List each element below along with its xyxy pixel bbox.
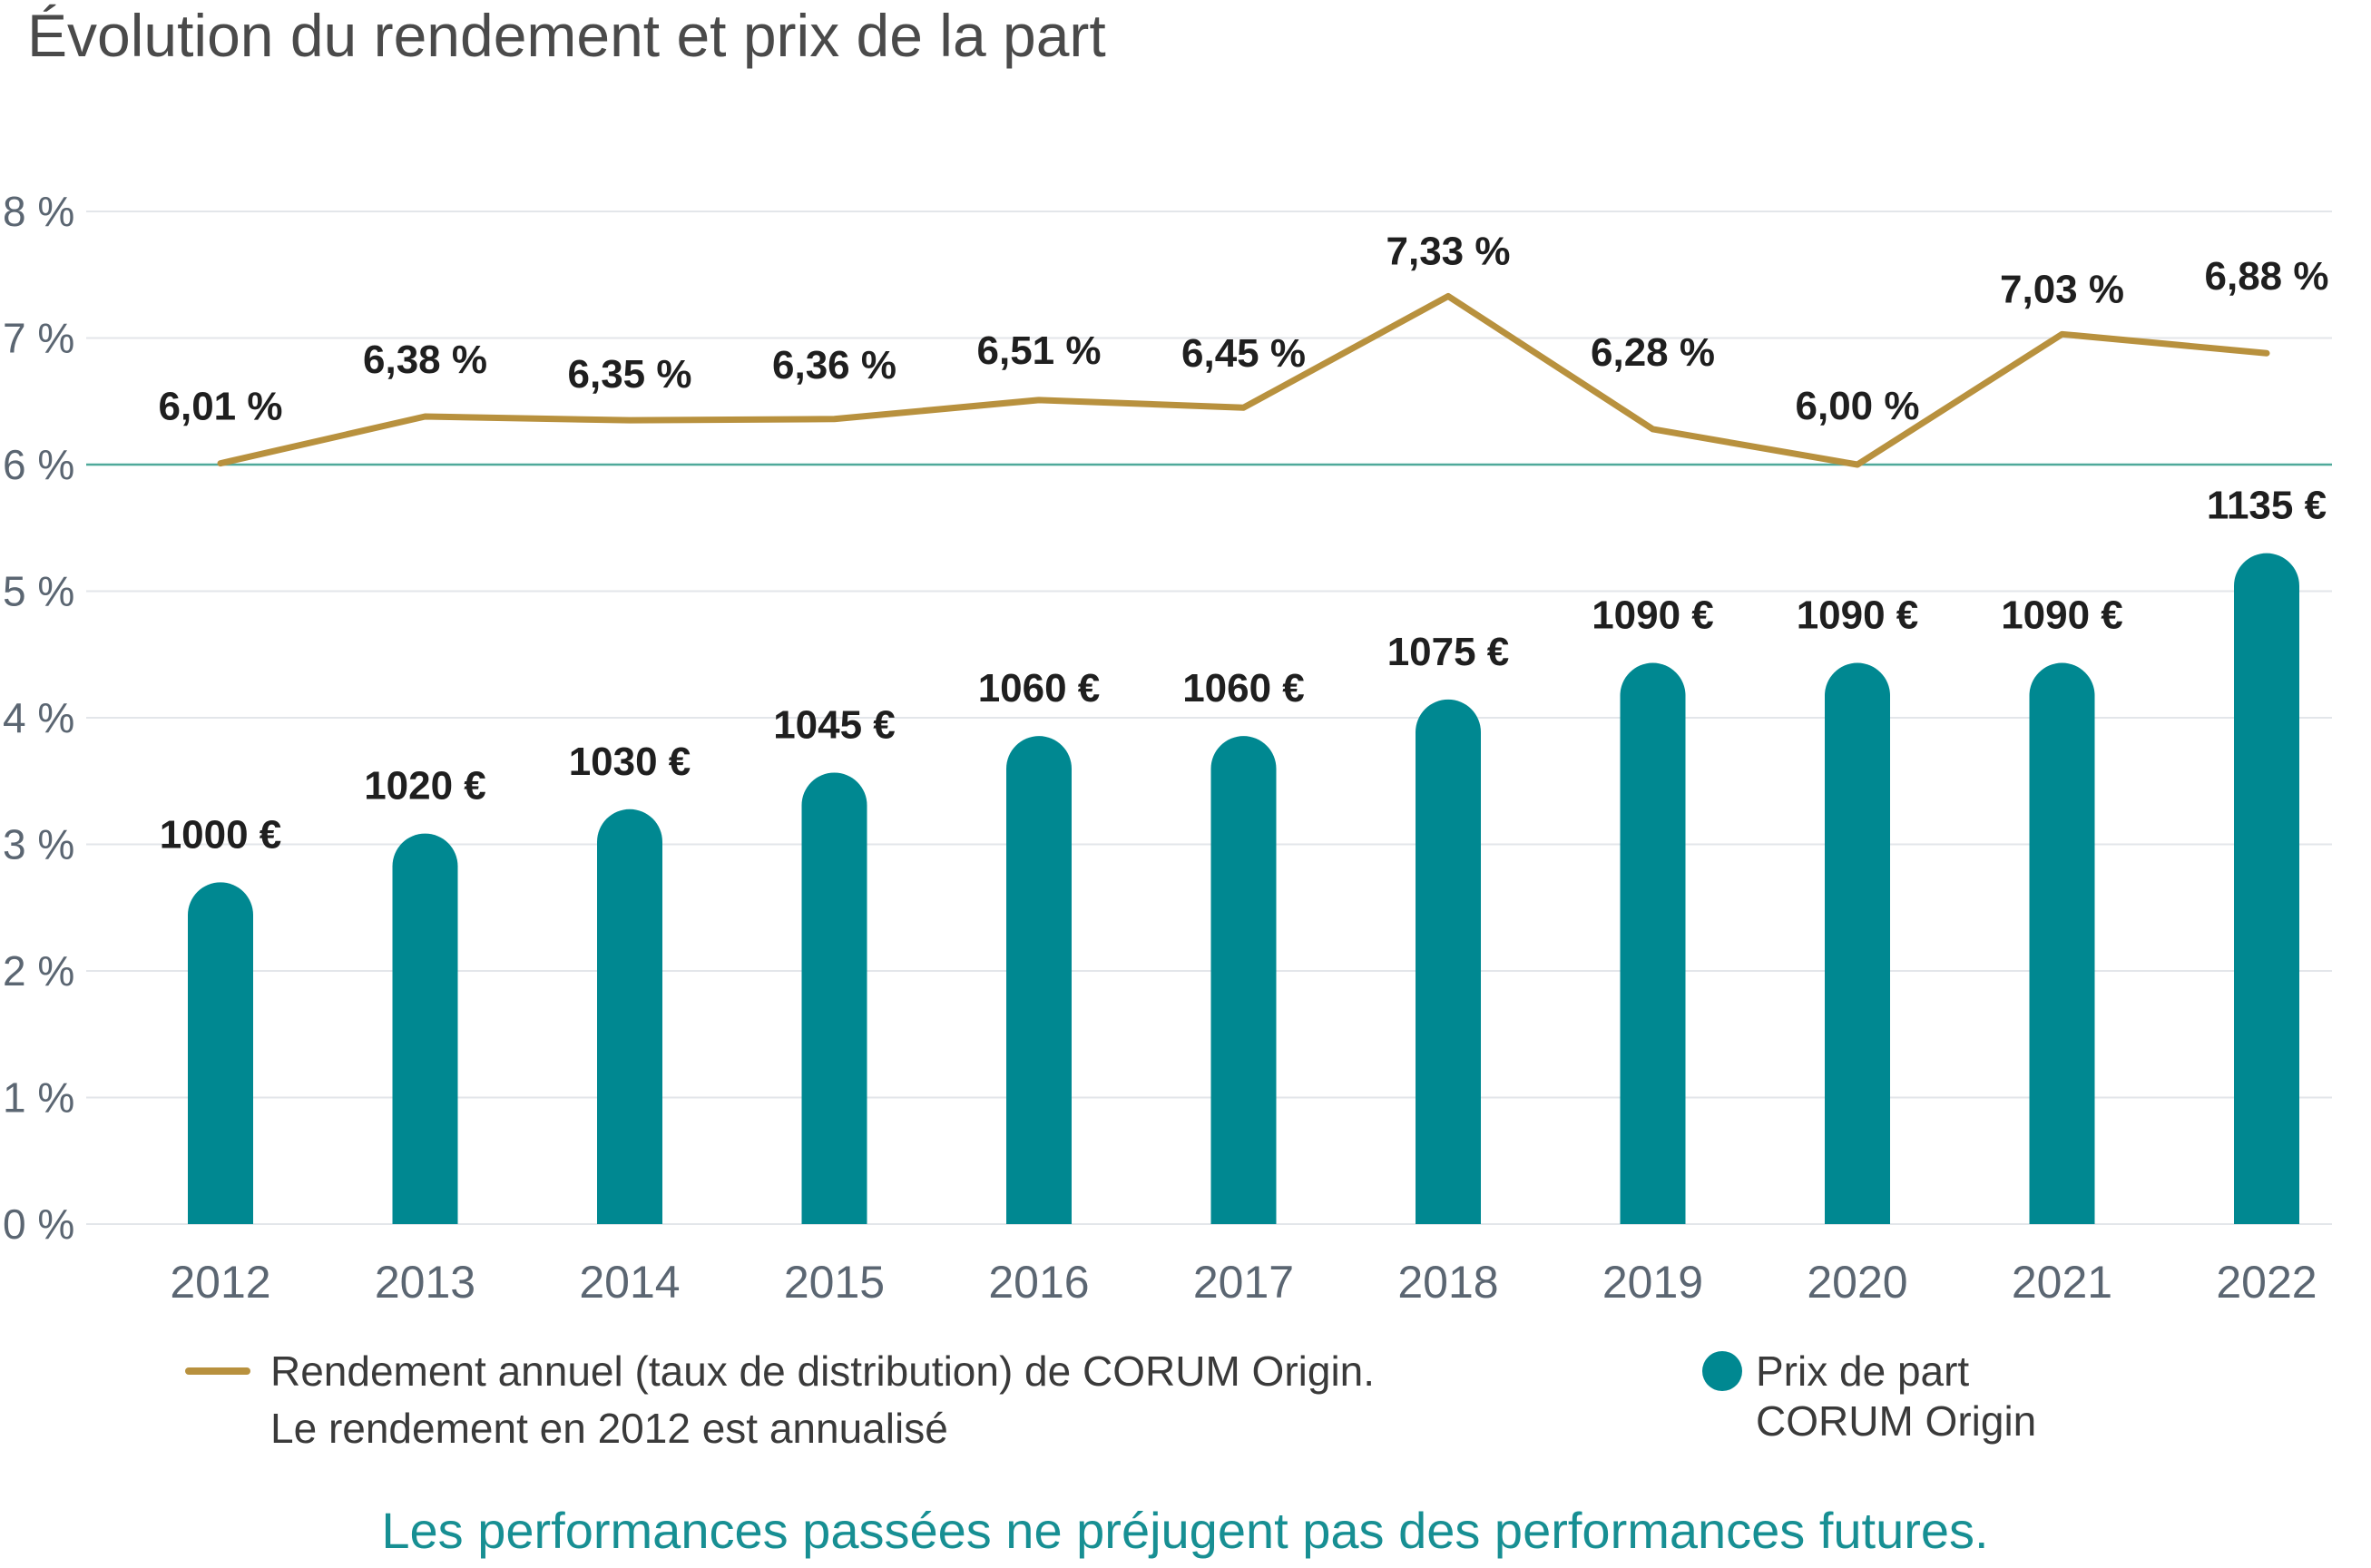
x-tick-label: 2020 bbox=[1807, 1257, 1907, 1308]
legend-line-label-2: Le rendement en 2012 est annualisé bbox=[270, 1405, 948, 1452]
x-tick-label: 2018 bbox=[1397, 1257, 1498, 1308]
price-label: 1060 € bbox=[978, 666, 1101, 710]
price-bar bbox=[2234, 553, 2299, 1224]
y-tick-label: 8 % bbox=[3, 188, 74, 235]
yield-label: 6,36 % bbox=[772, 343, 896, 387]
price-bar bbox=[1006, 736, 1072, 1224]
price-label: 1060 € bbox=[1182, 666, 1305, 710]
legend-line-label-1: Rendement annuel (taux de distribution) … bbox=[270, 1348, 1375, 1395]
x-tick-label: 2016 bbox=[988, 1257, 1089, 1308]
x-tick-label: 2014 bbox=[579, 1257, 680, 1308]
x-tick-label: 2022 bbox=[2216, 1257, 2317, 1308]
price-label: 1090 € bbox=[2001, 593, 2123, 638]
legend-bar-label-1: Prix de part bbox=[1756, 1348, 1969, 1395]
y-tick-label: 0 % bbox=[3, 1200, 74, 1248]
price-bar bbox=[597, 808, 662, 1224]
y-tick-label: 3 % bbox=[3, 821, 74, 868]
yield-label: 7,33 % bbox=[1386, 229, 1511, 273]
price-label: 1020 € bbox=[364, 764, 486, 808]
yield-line-path bbox=[217, 292, 2270, 468]
data-labels: 1000 € 1020 € 1030 € 1045 € 1060 € 1060 € 1075… bbox=[159, 229, 2329, 857]
price-bar bbox=[392, 833, 458, 1224]
x-tick-label: 2015 bbox=[784, 1257, 885, 1308]
price-label: 1090 € bbox=[1592, 593, 1714, 638]
price-label: 1030 € bbox=[569, 740, 691, 784]
yield-label: 6,28 % bbox=[1591, 330, 1715, 375]
footnote: Les performances passées ne préjugent pa… bbox=[381, 1502, 1988, 1559]
price-bar bbox=[1210, 736, 1277, 1224]
x-tick-label: 2017 bbox=[1193, 1257, 1294, 1308]
price-label: 1135 € bbox=[2207, 484, 2327, 528]
price-bar bbox=[1825, 662, 1890, 1224]
y-tick-label: 1 % bbox=[3, 1074, 74, 1122]
y-tick-label: 7 % bbox=[3, 315, 74, 362]
price-bar bbox=[801, 772, 867, 1224]
x-tick-label: 2013 bbox=[375, 1257, 475, 1308]
yield-label: 6,35 % bbox=[568, 352, 692, 397]
price-label: 1075 € bbox=[1387, 630, 1510, 674]
legend-bar-label-2: CORUM Origin bbox=[1756, 1397, 2036, 1445]
y-tick-label: 6 % bbox=[3, 441, 74, 488]
chart-title: Évolution du rendement et prix de la par… bbox=[27, 2, 1106, 69]
price-bar bbox=[1416, 699, 1481, 1224]
yield-label: 6,00 % bbox=[1796, 384, 1920, 428]
price-label: 1090 € bbox=[1797, 593, 1919, 638]
yield-label: 6,38 % bbox=[363, 338, 487, 382]
y-tick-label: 4 % bbox=[3, 694, 74, 741]
price-bar bbox=[188, 882, 253, 1224]
legend-bar-swatch bbox=[1702, 1351, 1742, 1391]
yield-label: 6,45 % bbox=[1181, 331, 1306, 376]
yield-label: 6,51 % bbox=[977, 328, 1102, 373]
x-tick-label: 2019 bbox=[1602, 1257, 1703, 1308]
price-bar bbox=[1620, 662, 1686, 1224]
y-tick-label: 2 % bbox=[3, 947, 74, 995]
legend: Rendement annuel (taux de distribution) … bbox=[185, 1348, 2036, 1452]
x-tick-label: 2021 bbox=[2012, 1257, 2112, 1308]
price-bar bbox=[2029, 662, 2095, 1224]
price-label: 1045 € bbox=[773, 702, 896, 747]
x-axis: 2012 2013 2014 2015 2016 2017 2018 2019 2020 2021… bbox=[170, 1257, 2317, 1308]
x-tick-label: 2012 bbox=[170, 1257, 270, 1308]
y-axis: 0 % 1 % 2 % 3 % 4 % 5 % 6 % 7 % 8 % bbox=[3, 188, 74, 1248]
price-label: 1000 € bbox=[160, 812, 282, 857]
yield-label: 6,01 % bbox=[159, 385, 283, 429]
grid bbox=[86, 211, 2332, 1225]
y-tick-label: 5 % bbox=[3, 568, 74, 615]
yield-label: 6,88 % bbox=[2205, 254, 2329, 299]
yield-label: 7,03 % bbox=[2000, 267, 2124, 311]
price-bars bbox=[188, 553, 2299, 1224]
yield-line bbox=[217, 292, 2270, 468]
